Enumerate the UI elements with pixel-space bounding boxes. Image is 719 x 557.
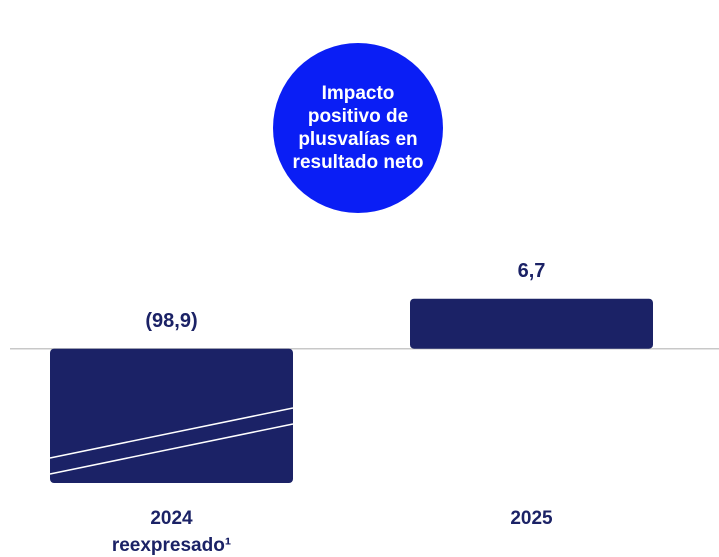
break-mark [49, 407, 294, 459]
chart-title: Impacto positivo de plusvalías en result… [292, 83, 424, 173]
break-mark [49, 423, 294, 475]
bar [50, 348, 293, 483]
x-tick-label: 2024 reexpresado¹ [111, 508, 232, 556]
value-label: (98,9) [145, 310, 197, 332]
value-label: 6,7 [518, 260, 546, 282]
bar [410, 298, 653, 349]
title-badge: Impacto positivo de plusvalías en result… [273, 43, 443, 213]
x-tick-label: 2025 [510, 508, 553, 529]
